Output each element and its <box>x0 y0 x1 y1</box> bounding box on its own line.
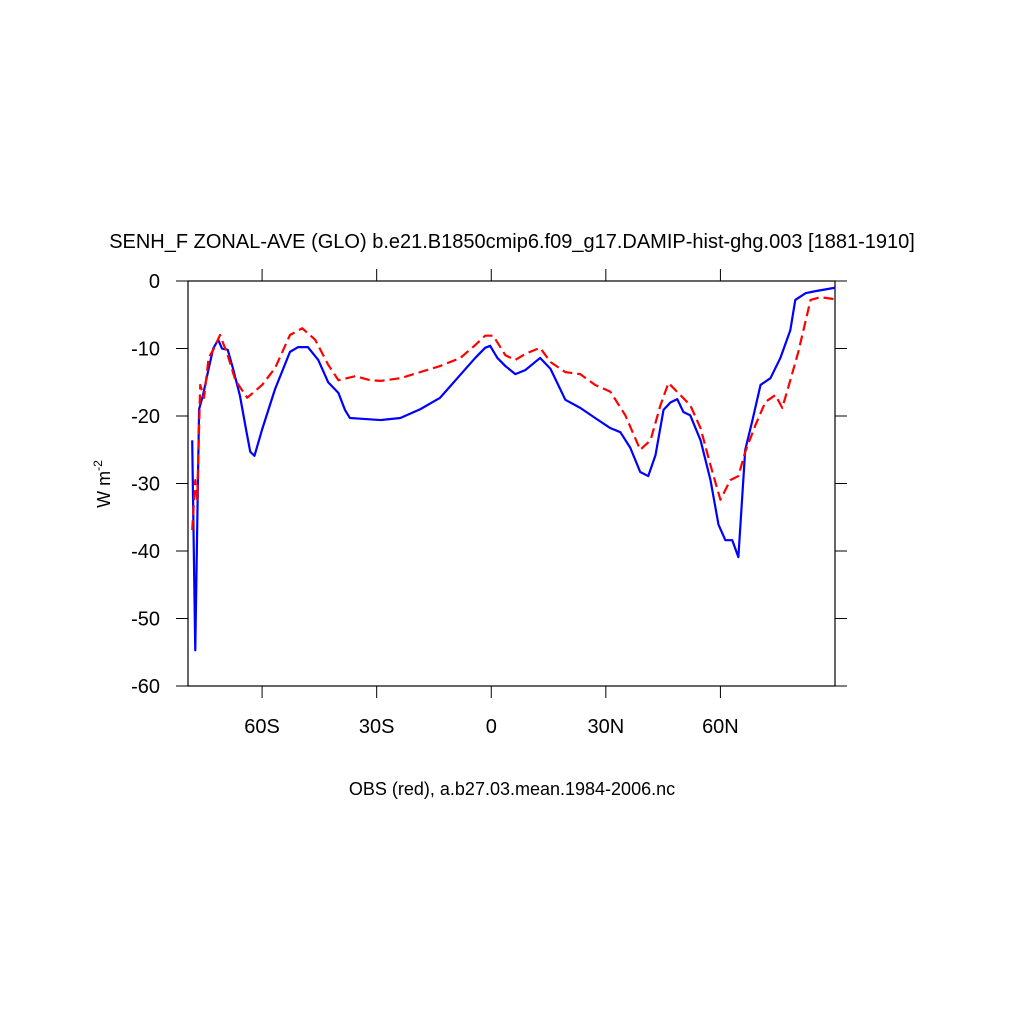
y-tick-label: -10 <box>131 339 160 361</box>
y-axis-label-exponent: -2 <box>91 460 105 471</box>
x-tick-label: 30S <box>359 716 395 738</box>
y-tick-label: 0 <box>149 271 160 293</box>
x-tick-label: 0 <box>486 716 497 738</box>
plot-frame <box>187 280 836 687</box>
series-line <box>191 286 836 652</box>
x-tick-label: 30N <box>587 716 624 738</box>
y-tick-label: -60 <box>131 676 160 698</box>
y-axis-label: W m-2 <box>91 460 114 508</box>
y-axis-label-group: W m-2 <box>91 460 114 508</box>
y-tick-label: -20 <box>131 406 160 428</box>
x-axis-label: OBS (red), a.b27.03.mean.1984-2006.nc <box>349 779 675 799</box>
y-tick-label: -30 <box>131 474 160 496</box>
y-axis-label-text: W m <box>94 471 114 508</box>
x-tick-label: 60N <box>702 716 739 738</box>
x-tick-label: 60S <box>244 716 280 738</box>
y-tick-label: -40 <box>131 541 160 563</box>
series-line <box>191 296 836 531</box>
chart-title: SENH_F ZONAL-AVE (GLO) b.e21.B1850cmip6.… <box>109 231 915 253</box>
y-tick-label: -50 <box>131 609 160 631</box>
